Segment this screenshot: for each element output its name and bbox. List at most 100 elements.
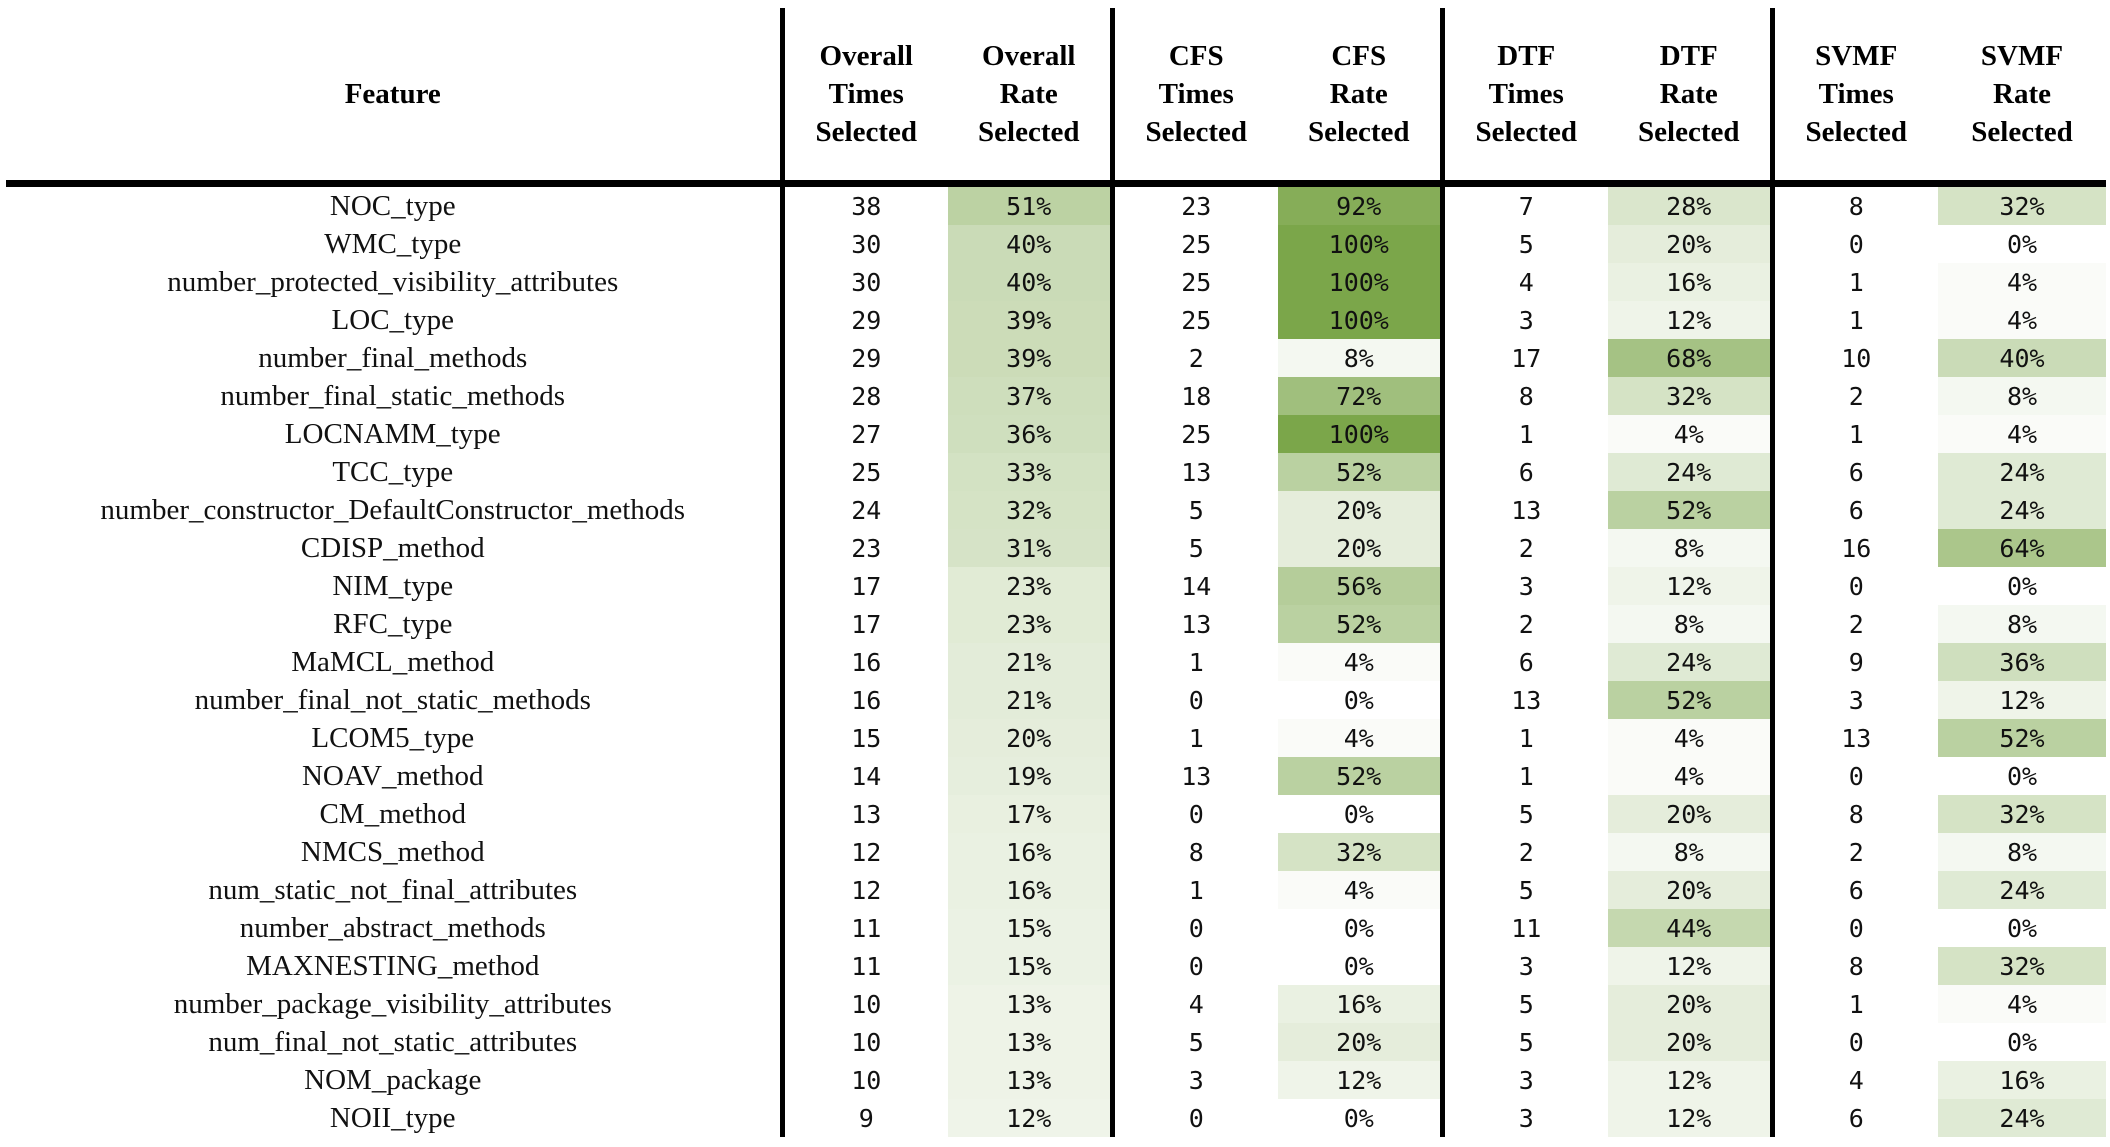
dtf-rate-cell: 20% [1608,985,1775,1023]
overall-rate-cell: 16% [948,833,1115,871]
dtf-times-cell: 1 [1518,419,1534,449]
table-row: num_static_not_final_attributes 12 16% 1 4% 5… [6,871,2106,909]
svmf-rate-cell: 0% [1938,757,2106,795]
overall-times-cell: 15 [851,723,882,753]
cfs-times-cell: 13 [1181,457,1212,487]
dtf-times-cell: 7 [1518,191,1534,221]
cfs-rate-cell: 0% [1278,681,1445,719]
feature-cell: number_final_not_static_methods [6,681,785,719]
overall-rate-cell: 51% [948,183,1115,225]
svmf-times-cell: 2 [1848,381,1864,411]
cfs-rate-cell: 8% [1278,339,1445,377]
cfs-rate-cell: 52% [1278,757,1445,795]
dtf-times-cell: 2 [1518,609,1534,639]
feature-selection-table: Feature Overall Times Selected Overall Rate… [6,8,2106,1137]
overall-times-cell: 30 [851,267,882,297]
overall-times-cell: 16 [851,685,882,715]
overall-times-cell: 10 [851,989,882,1019]
cfs-times-cell: 18 [1181,381,1212,411]
feature-cell: CM_method [6,795,785,833]
svmf-times-cell: 8 [1848,951,1864,981]
feature-cell: number_final_methods [6,339,785,377]
dtf-rate-cell: 12% [1608,947,1775,985]
table-row: LOCNAMM_type 27 36% 25 100% 1 4% 1 4% [6,415,2106,453]
table-row: number_final_not_static_methods 16 21% 0 0% 1… [6,681,2106,719]
overall-times-cell: 17 [851,609,882,639]
cfs-rate-cell: 100% [1278,225,1445,263]
svmf-rate-cell: 24% [1938,1099,2106,1137]
dtf-times-cell: 3 [1518,305,1534,335]
cfs-times-cell: 1 [1188,647,1204,677]
svmf-times-cell: 13 [1841,723,1872,753]
dtf-rate-cell: 52% [1608,681,1775,719]
table-row: NOAV_method 14 19% 13 52% 1 4% 0 0% [6,757,2106,795]
dtf-times-cell: 5 [1518,1027,1534,1057]
overall-rate-cell: 39% [948,301,1115,339]
overall-rate-cell: 31% [948,529,1115,567]
cfs-times-cell: 5 [1188,495,1204,525]
table-row: MaMCL_method 16 21% 1 4% 6 24% 9 36% [6,643,2106,681]
svmf-rate-cell: 24% [1938,453,2106,491]
feature-cell: num_static_not_final_attributes [6,871,785,909]
cfs-rate-cell: 0% [1278,795,1445,833]
cfs-times-cell: 25 [1181,229,1212,259]
cfs-rate-cell: 0% [1278,947,1445,985]
overall-rate-cell: 16% [948,871,1115,909]
svmf-rate-cell: 16% [1938,1061,2106,1099]
dtf-times-cell: 2 [1518,837,1534,867]
feature-cell: MaMCL_method [6,643,785,681]
cfs-times-cell: 13 [1181,761,1212,791]
dtf-rate-cell: 24% [1608,453,1775,491]
feature-cell: NIM_type [6,567,785,605]
cfs-rate-cell: 56% [1278,567,1445,605]
table-row: number_package_visibility_attributes 10 13… [6,985,2106,1023]
feature-cell: LOC_type [6,301,785,339]
overall-times-cell: 30 [851,229,882,259]
cfs-rate-cell: 16% [1278,985,1445,1023]
table-row: NOII_type 9 12% 0 0% 3 12% 6 24% [6,1099,2106,1137]
svmf-times-cell: 16 [1841,533,1872,563]
svmf-rate-cell: 8% [1938,605,2106,643]
dtf-rate-cell: 24% [1608,643,1775,681]
overall-times-cell: 9 [858,1103,874,1133]
feature-cell: LOCNAMM_type [6,415,785,453]
svmf-times-cell: 1 [1848,989,1864,1019]
table-row: NMCS_method 12 16% 8 32% 2 8% 2 8% [6,833,2106,871]
overall-times-cell: 11 [851,951,882,981]
overall-rate-cell: 20% [948,719,1115,757]
overall-rate-cell: 17% [948,795,1115,833]
svmf-times-cell: 0 [1848,571,1864,601]
svmf-rate-cell: 32% [1938,795,2106,833]
cfs-times-cell: 25 [1181,305,1212,335]
svmf-times-cell: 2 [1848,837,1864,867]
dtf-times-cell: 4 [1518,267,1534,297]
svmf-times-cell: 8 [1848,191,1864,221]
cfs-times-cell: 4 [1188,989,1204,1019]
cfs-times-cell: 14 [1181,571,1212,601]
cfs-times-cell: 23 [1181,191,1212,221]
svmf-rate-cell: 0% [1938,909,2106,947]
table-row: NOC_type 38 51% 23 92% 7 28% 8 32% [6,183,2106,225]
overall-times-cell: 29 [851,343,882,373]
dtf-rate-cell: 32% [1608,377,1775,415]
svmf-rate-cell: 8% [1938,377,2106,415]
overall-rate-cell: 39% [948,339,1115,377]
dtf-times-cell: 13 [1511,685,1542,715]
feature-cell: number_final_static_methods [6,377,785,415]
cfs-rate-cell: 4% [1278,719,1445,757]
svmf-rate-cell: 8% [1938,833,2106,871]
cfs-times-cell: 1 [1188,875,1204,905]
svmf-times-cell: 8 [1848,799,1864,829]
feature-cell: RFC_type [6,605,785,643]
dtf-times-cell: 2 [1518,533,1534,563]
table-row: CDISP_method 23 31% 5 20% 2 8% 16 64% [6,529,2106,567]
svmf-times-cell: 0 [1848,1027,1864,1057]
header-cfs-rate: CFS Rate Selected [1278,8,1445,184]
cfs-times-cell: 1 [1188,723,1204,753]
overall-times-cell: 38 [851,191,882,221]
overall-times-cell: 23 [851,533,882,563]
feature-cell: NOC_type [6,183,785,225]
overall-rate-cell: 32% [948,491,1115,529]
cfs-rate-cell: 100% [1278,301,1445,339]
cfs-rate-cell: 52% [1278,605,1445,643]
